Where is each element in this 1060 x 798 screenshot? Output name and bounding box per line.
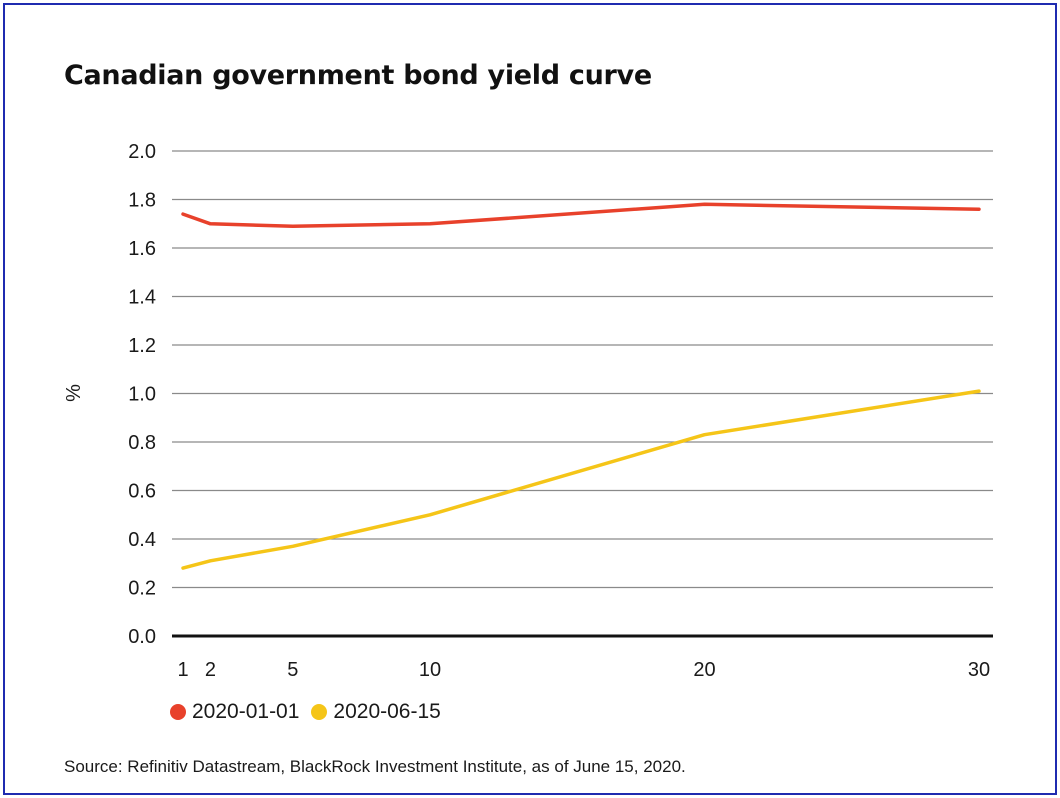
- data-point-series-2: [703, 433, 706, 436]
- x-tick-label: 20: [693, 659, 715, 681]
- data-point-series-1: [977, 208, 980, 211]
- series-line-2: [181, 389, 981, 570]
- legend-label-series-2: 2020-06-15: [333, 700, 441, 723]
- y-axis-label: %: [63, 384, 85, 402]
- chart-legend: 2020-01-01 2020-06-15: [170, 700, 453, 724]
- chart-title: Canadian government bond yield curve: [64, 60, 652, 91]
- data-point-series-1: [291, 225, 294, 228]
- data-point-series-1: [703, 203, 706, 206]
- legend-item-series-1: 2020-01-01: [170, 700, 299, 724]
- x-tick-label: 2: [205, 659, 216, 681]
- data-point-series-2: [428, 513, 431, 516]
- y-tick-label: 0.6: [128, 481, 156, 503]
- y-tick-label: 1.0: [128, 384, 156, 406]
- y-tick-label: 0.0: [128, 626, 156, 648]
- data-point-series-1: [209, 222, 212, 225]
- y-tick-label: 2.0: [128, 141, 156, 163]
- legend-swatch-series-2: [311, 704, 328, 720]
- data-point-series-2: [291, 545, 294, 548]
- y-tick-label: 0.4: [128, 529, 156, 551]
- legend-swatch-series-1: [170, 704, 186, 720]
- series-line-1: [181, 202, 981, 228]
- legend-item-series-2: 2020-06-15: [311, 700, 441, 724]
- y-tick-label: 0.8: [128, 432, 156, 454]
- x-tick-label: 30: [968, 659, 990, 681]
- data-point-series-1: [181, 212, 184, 215]
- y-tick-label: 0.2: [128, 578, 156, 600]
- x-tick-label: 5: [287, 659, 298, 681]
- data-point-series-2: [209, 559, 212, 562]
- data-point-series-2: [181, 567, 184, 570]
- y-tick-label: 1.8: [128, 190, 156, 212]
- data-point-series-2: [977, 389, 980, 392]
- source-note: Source: Refinitiv Datastream, BlackRock …: [64, 757, 686, 776]
- y-tick-label: 1.2: [128, 335, 156, 357]
- x-tick-label: 10: [419, 659, 441, 681]
- legend-label-series-1: 2020-01-01: [192, 700, 300, 723]
- y-tick-label: 1.6: [128, 238, 156, 260]
- chart-frame: [3, 3, 1057, 795]
- x-tick-label: 1: [177, 659, 188, 681]
- data-point-series-1: [428, 222, 431, 225]
- y-tick-label: 1.4: [128, 287, 156, 309]
